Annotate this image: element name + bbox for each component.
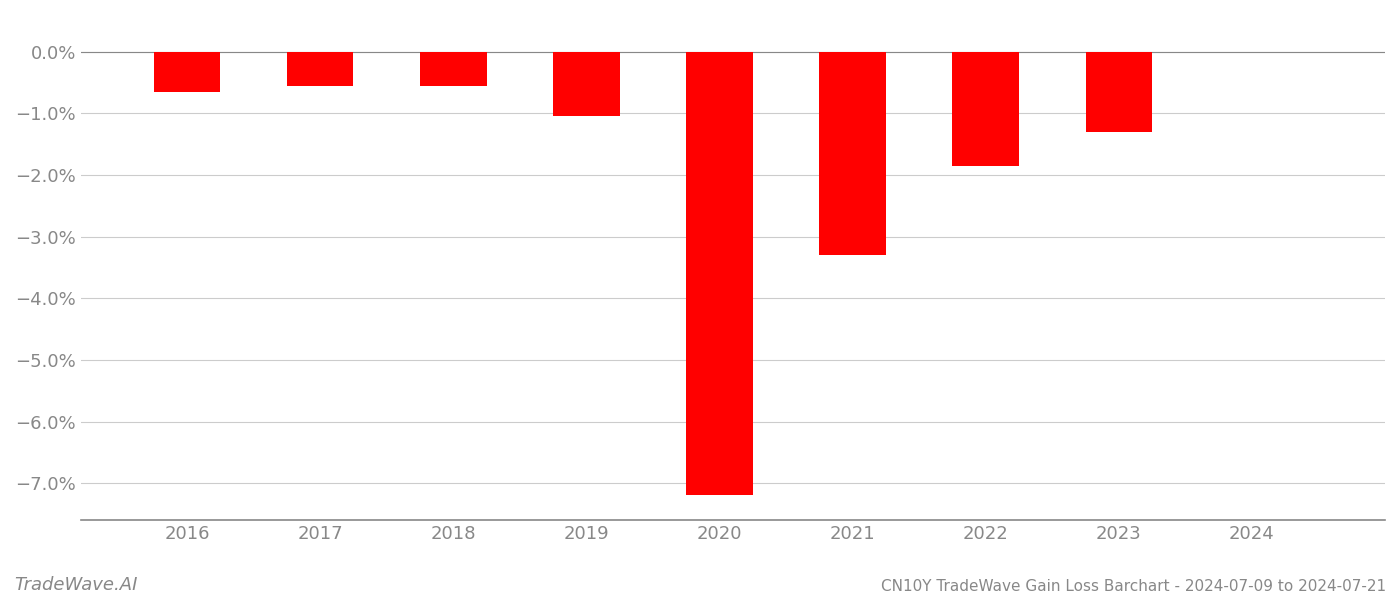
Bar <box>287 52 353 86</box>
Text: TradeWave.AI: TradeWave.AI <box>14 576 137 594</box>
Bar <box>553 52 620 116</box>
Text: CN10Y TradeWave Gain Loss Barchart - 2024-07-09 to 2024-07-21: CN10Y TradeWave Gain Loss Barchart - 202… <box>881 579 1386 594</box>
Bar <box>1085 52 1152 132</box>
Bar <box>819 52 886 255</box>
Bar <box>952 52 1019 166</box>
Bar <box>420 52 487 86</box>
Bar <box>686 52 753 496</box>
Bar <box>154 52 220 92</box>
